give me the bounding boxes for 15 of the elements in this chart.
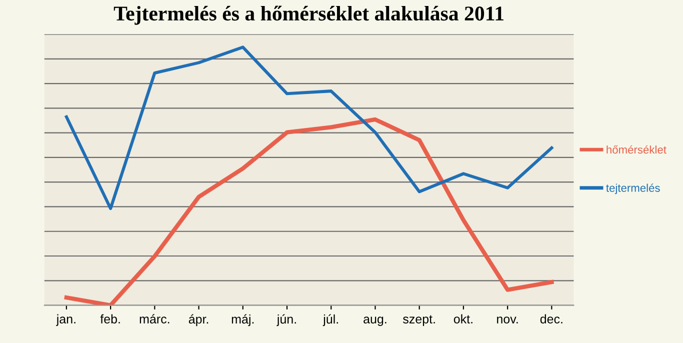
x-tick-label: dec.: [540, 314, 562, 324]
chart-title: Tejtermelés és a hőmérséklet alakulása 2011: [114, 6, 504, 25]
x-tick-label: márc.: [140, 314, 170, 324]
x-tick-label: szept.: [403, 315, 435, 326]
x-tick-label: aug.: [364, 316, 386, 326]
x-tick-label: ápr.: [188, 314, 208, 326]
x-tick-label: júl.: [322, 314, 338, 326]
x-tick-label: feb.: [100, 314, 120, 324]
x-tick-label: okt.: [454, 314, 472, 324]
legend-label: hőmérséklet: [606, 145, 666, 154]
x-tick-label: jún.: [276, 314, 296, 326]
x-tick-label: máj.: [232, 314, 254, 326]
x-tick-label: jan.: [56, 314, 76, 326]
x-tick-label: nov.: [497, 316, 518, 324]
legend-label: tejtermelés: [606, 184, 660, 194]
